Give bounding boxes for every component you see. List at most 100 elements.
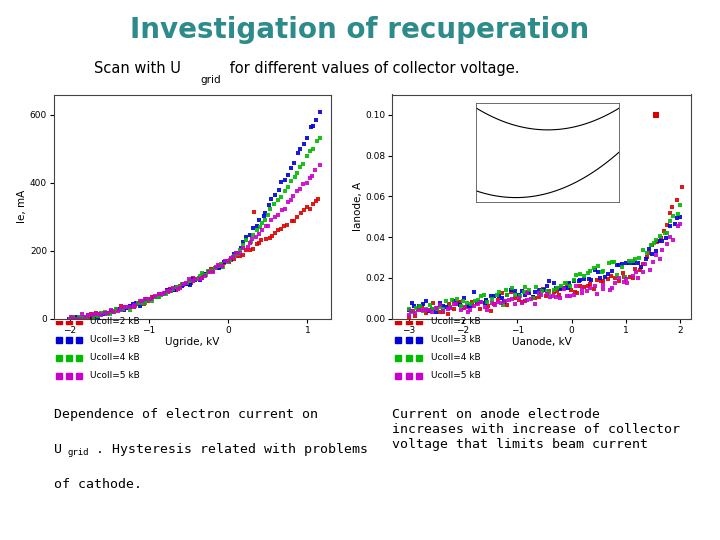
Point <box>519 282 531 291</box>
Point <box>132 299 144 307</box>
Point <box>301 203 312 212</box>
Point <box>658 227 670 235</box>
Point <box>533 289 544 298</box>
Point <box>92 311 104 320</box>
Point <box>219 258 230 267</box>
Point <box>581 286 593 295</box>
Point <box>222 257 234 266</box>
Point <box>437 308 449 316</box>
Point <box>279 205 291 213</box>
Point <box>310 115 322 124</box>
Point <box>272 211 284 219</box>
Text: Ucoll=5 kB: Ucoll=5 kB <box>89 372 139 381</box>
Point <box>137 296 148 305</box>
Point <box>89 312 100 320</box>
Point <box>187 274 199 282</box>
Point <box>167 284 179 293</box>
Point <box>475 298 487 307</box>
Point <box>214 262 225 271</box>
Point <box>431 305 443 313</box>
Point <box>654 237 665 246</box>
Point <box>261 222 272 231</box>
Point <box>667 203 678 212</box>
Point <box>438 307 449 315</box>
Point <box>150 292 161 300</box>
Point <box>71 313 82 322</box>
Point <box>661 240 672 248</box>
Text: Investigation of recuperation: Investigation of recuperation <box>130 16 590 44</box>
Point <box>140 295 151 303</box>
Point <box>475 292 487 301</box>
Point <box>634 253 645 262</box>
Point <box>407 307 418 316</box>
Point <box>105 308 117 316</box>
Point <box>578 283 590 292</box>
Point <box>212 261 224 269</box>
Point <box>269 199 280 208</box>
Point <box>191 275 202 284</box>
Point <box>229 249 240 258</box>
Point <box>294 163 306 171</box>
Point <box>568 276 580 285</box>
Point <box>584 284 595 292</box>
Point <box>139 298 150 307</box>
Point <box>624 272 635 281</box>
Point <box>452 298 464 306</box>
Point <box>117 305 128 314</box>
Point <box>95 310 107 319</box>
Point <box>501 291 513 299</box>
Point <box>143 296 154 305</box>
Point <box>150 293 161 301</box>
Point <box>99 308 111 317</box>
Point <box>643 249 654 258</box>
Point <box>279 176 290 184</box>
Point <box>623 256 634 265</box>
Point <box>618 278 629 287</box>
Point <box>575 282 586 291</box>
Point <box>125 301 136 310</box>
Point <box>501 301 513 309</box>
Point <box>554 285 566 293</box>
Point <box>469 297 481 306</box>
Point <box>77 312 89 321</box>
Point <box>187 275 199 284</box>
Point <box>674 200 685 209</box>
Point <box>462 308 474 317</box>
Point <box>606 271 617 280</box>
Point <box>266 232 277 240</box>
Point <box>205 265 217 274</box>
Point <box>664 232 675 241</box>
Point <box>510 294 521 303</box>
Point <box>194 274 205 282</box>
Point <box>164 285 176 294</box>
Point <box>254 222 266 231</box>
Point <box>65 313 76 321</box>
Point <box>485 292 497 300</box>
Point <box>109 307 120 316</box>
Point <box>611 261 623 269</box>
Point <box>185 279 197 287</box>
Point <box>206 267 217 275</box>
Point <box>652 238 663 246</box>
Point <box>235 251 246 260</box>
Point <box>297 180 309 188</box>
Text: of cathode.: of cathode. <box>54 478 142 491</box>
Point <box>177 281 189 289</box>
Text: Ucoll=5 kB: Ucoll=5 kB <box>431 372 480 381</box>
Point <box>256 225 268 234</box>
Point <box>76 310 88 319</box>
Point <box>120 303 132 312</box>
Point <box>637 267 649 276</box>
Text: grid: grid <box>200 75 221 85</box>
Point <box>181 280 193 288</box>
Point <box>240 232 252 241</box>
Point <box>150 293 161 302</box>
Point <box>286 196 297 205</box>
Point <box>314 134 325 143</box>
Point <box>181 279 192 287</box>
Point <box>498 298 510 307</box>
Point <box>260 234 271 243</box>
Point <box>74 314 86 323</box>
Point <box>228 253 239 261</box>
Point <box>592 267 603 276</box>
